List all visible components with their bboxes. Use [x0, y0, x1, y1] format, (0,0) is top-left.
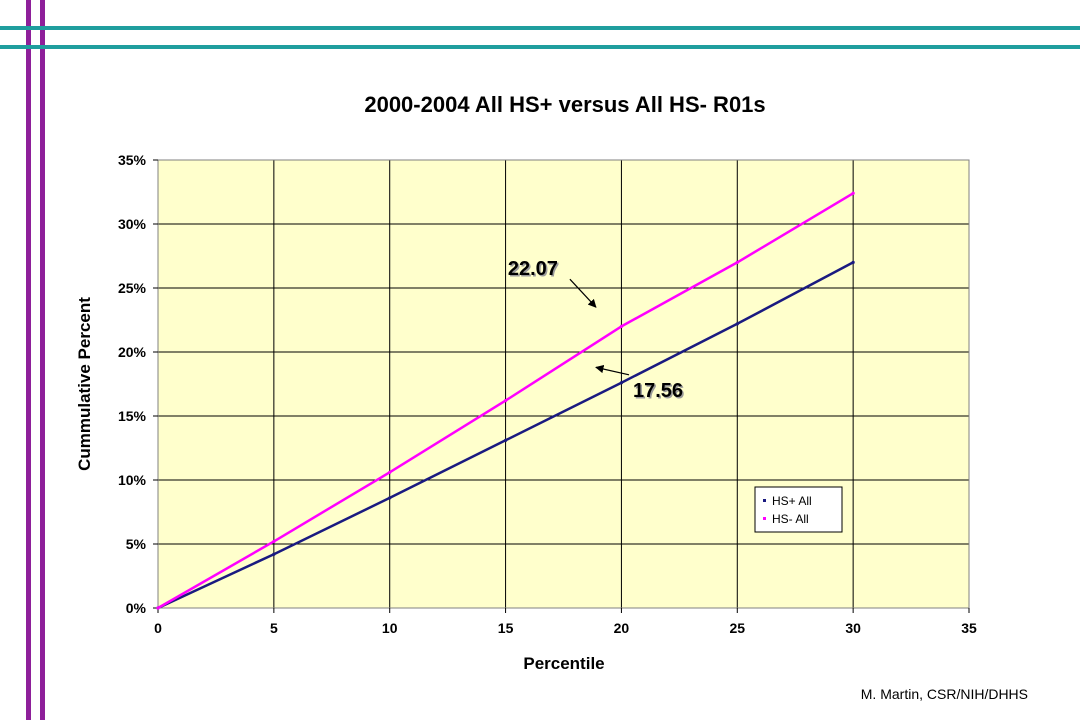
chart-title: 2000-2004 All HS+ versus All HS- R01s: [364, 92, 765, 117]
series-point-hs-plus-all: [503, 438, 508, 442]
x-axis-label: Percentile: [523, 654, 604, 673]
slide-vertical-bar-left: [26, 0, 31, 720]
x-tick-label: 20: [614, 620, 630, 636]
x-tick-label: 10: [382, 620, 398, 636]
x-tick-label: 5: [270, 620, 278, 636]
plot-border: [157, 159, 970, 609]
legend-box: [754, 486, 843, 533]
annotation-arrow: [569, 278, 597, 308]
series-point-hs-plus-all: [619, 381, 624, 385]
series-point-hs-minus-all: [735, 260, 739, 264]
series-point-hs-plus-all: [272, 552, 276, 556]
y-tick-label: 30%: [118, 216, 147, 232]
legend-swatch: [763, 499, 766, 502]
credit-text: M. Martin, CSR/NIH/DHHS: [860, 686, 1028, 702]
x-tick-label: 25: [729, 620, 745, 636]
plot-area: [158, 160, 969, 608]
x-tick-label: 35: [961, 620, 977, 636]
y-tick-label: 25%: [118, 280, 147, 296]
x-tick-label: 0: [154, 620, 162, 636]
series-point-hs-minus-all: [619, 324, 624, 328]
y-tick-label: 0%: [126, 600, 147, 616]
series-point-hs-minus-all: [272, 539, 276, 544]
slide-horizontal-bar-bottom: [0, 45, 1080, 49]
annotation-label: 17.56: [633, 380, 683, 402]
y-axis-label: Cummulative Percent: [75, 297, 94, 471]
y-tick-label: 5%: [126, 536, 147, 552]
series-point-hs-plus-all: [735, 322, 739, 326]
annotation-label: 22.07: [508, 258, 558, 280]
x-tick-label: 15: [498, 620, 514, 636]
y-tick-label: 20%: [118, 344, 147, 360]
series-point-hs-plus-all: [851, 260, 855, 264]
annotation-label-shadow: 22.07: [509, 260, 559, 282]
series-point-hs-minus-all: [388, 470, 392, 474]
slide-horizontal-bar-top: [0, 26, 1080, 30]
x-tick-label: 30: [845, 620, 861, 636]
annotation-label-shadow: 17.56: [635, 381, 685, 403]
series-point-hs-minus-all: [156, 606, 160, 610]
annotation-arrow: [595, 364, 630, 376]
legend-swatch: [763, 517, 766, 520]
y-tick-label: 35%: [118, 152, 147, 168]
series-point-hs-minus-all: [503, 399, 508, 403]
y-tick-label: 15%: [118, 408, 147, 424]
series-point-hs-minus-all: [851, 191, 855, 195]
legend-label: HS+ All: [772, 494, 812, 508]
series-point-hs-plus-all: [388, 496, 392, 500]
slide-vertical-bar-right: [40, 0, 45, 720]
y-tick-label: 10%: [118, 472, 147, 488]
legend-label: HS- All: [772, 512, 809, 526]
